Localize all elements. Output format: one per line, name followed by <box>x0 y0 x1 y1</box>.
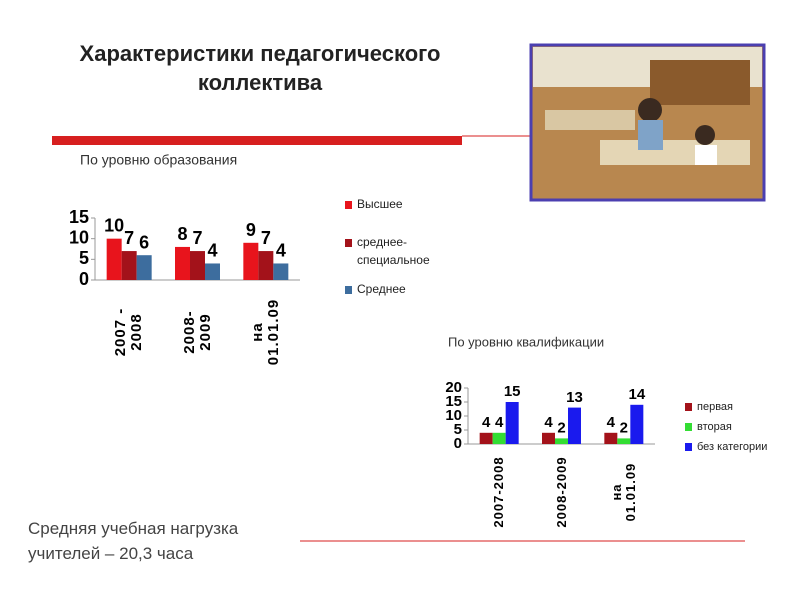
legend-swatch <box>685 403 692 411</box>
bar <box>604 432 618 444</box>
bar <box>542 432 555 444</box>
value-label: 14 <box>628 386 645 403</box>
value-label: 9 <box>246 220 256 240</box>
chart-title: По уровню квалификации <box>448 334 604 349</box>
value-label: 4 <box>544 414 553 431</box>
value-label: 4 <box>482 414 491 431</box>
bar <box>258 251 274 280</box>
accent-bar <box>52 136 462 145</box>
bar <box>568 407 581 444</box>
value-label: 4 <box>207 241 217 261</box>
bar <box>492 432 506 444</box>
value-label: 2 <box>620 420 628 437</box>
value-label: 4 <box>607 414 616 431</box>
legend-swatch <box>685 423 692 431</box>
value-label: 10 <box>104 216 124 236</box>
bar <box>505 402 519 444</box>
y-tick-label: 15 <box>445 393 462 410</box>
value-label: 7 <box>261 228 271 248</box>
bar <box>190 251 205 280</box>
legend-swatch <box>685 443 692 451</box>
y-tick-label: 20 <box>445 379 462 396</box>
value-label: 13 <box>566 389 583 406</box>
value-label: 7 <box>124 228 134 248</box>
value-label: 15 <box>504 383 521 400</box>
bar <box>479 432 493 444</box>
bar <box>136 255 152 280</box>
x-tick-label: 2007-2008 <box>491 456 507 528</box>
x-tick-label: 2008-2009 <box>180 310 214 354</box>
y-tick-label: 0 <box>79 269 89 289</box>
bar <box>555 438 568 444</box>
value-label: 6 <box>139 232 149 252</box>
legend-label: Высшее <box>357 197 403 211</box>
bar <box>630 404 644 444</box>
bar <box>121 251 137 280</box>
x-tick-label: 2008-2009 <box>553 456 569 528</box>
legend-label: Среднее <box>357 282 406 296</box>
y-tick-label: 5 <box>79 248 89 268</box>
chart-title: По уровню образования <box>80 152 237 168</box>
bar <box>617 438 631 444</box>
slide-title: Характеристики педагогического коллектив… <box>79 41 441 95</box>
legend-label: среднее-специальное <box>357 235 430 267</box>
legend-swatch <box>345 239 352 247</box>
y-tick-label: 5 <box>454 421 462 438</box>
bar <box>106 238 122 280</box>
value-label: 4 <box>495 414 504 431</box>
x-tick-label: на 01.01.09 <box>248 298 282 366</box>
legend-label: без категории <box>697 441 767 453</box>
legend-label: первая <box>697 401 733 413</box>
footer-text: Средняя учебная нагрузка учителей – 20,3… <box>28 519 239 563</box>
bar <box>273 263 289 280</box>
legend-swatch <box>345 201 352 209</box>
bar <box>205 263 220 280</box>
photo <box>529 43 766 202</box>
x-tick-label: на 01.01.09 <box>609 462 638 522</box>
x-tick-label: 2007 - 2008 <box>112 307 145 357</box>
y-tick-label: 10 <box>445 407 462 424</box>
value-label: 4 <box>276 241 286 261</box>
y-tick-label: 0 <box>454 435 462 452</box>
y-tick-label: 10 <box>69 227 89 247</box>
legend-label: вторая <box>697 421 732 433</box>
bar <box>243 242 259 280</box>
bar <box>175 246 190 280</box>
value-label: 8 <box>177 224 187 244</box>
value-label: 2 <box>557 420 565 437</box>
legend-swatch <box>345 286 352 294</box>
value-label: 7 <box>192 228 202 248</box>
y-tick-label: 15 <box>69 207 89 227</box>
